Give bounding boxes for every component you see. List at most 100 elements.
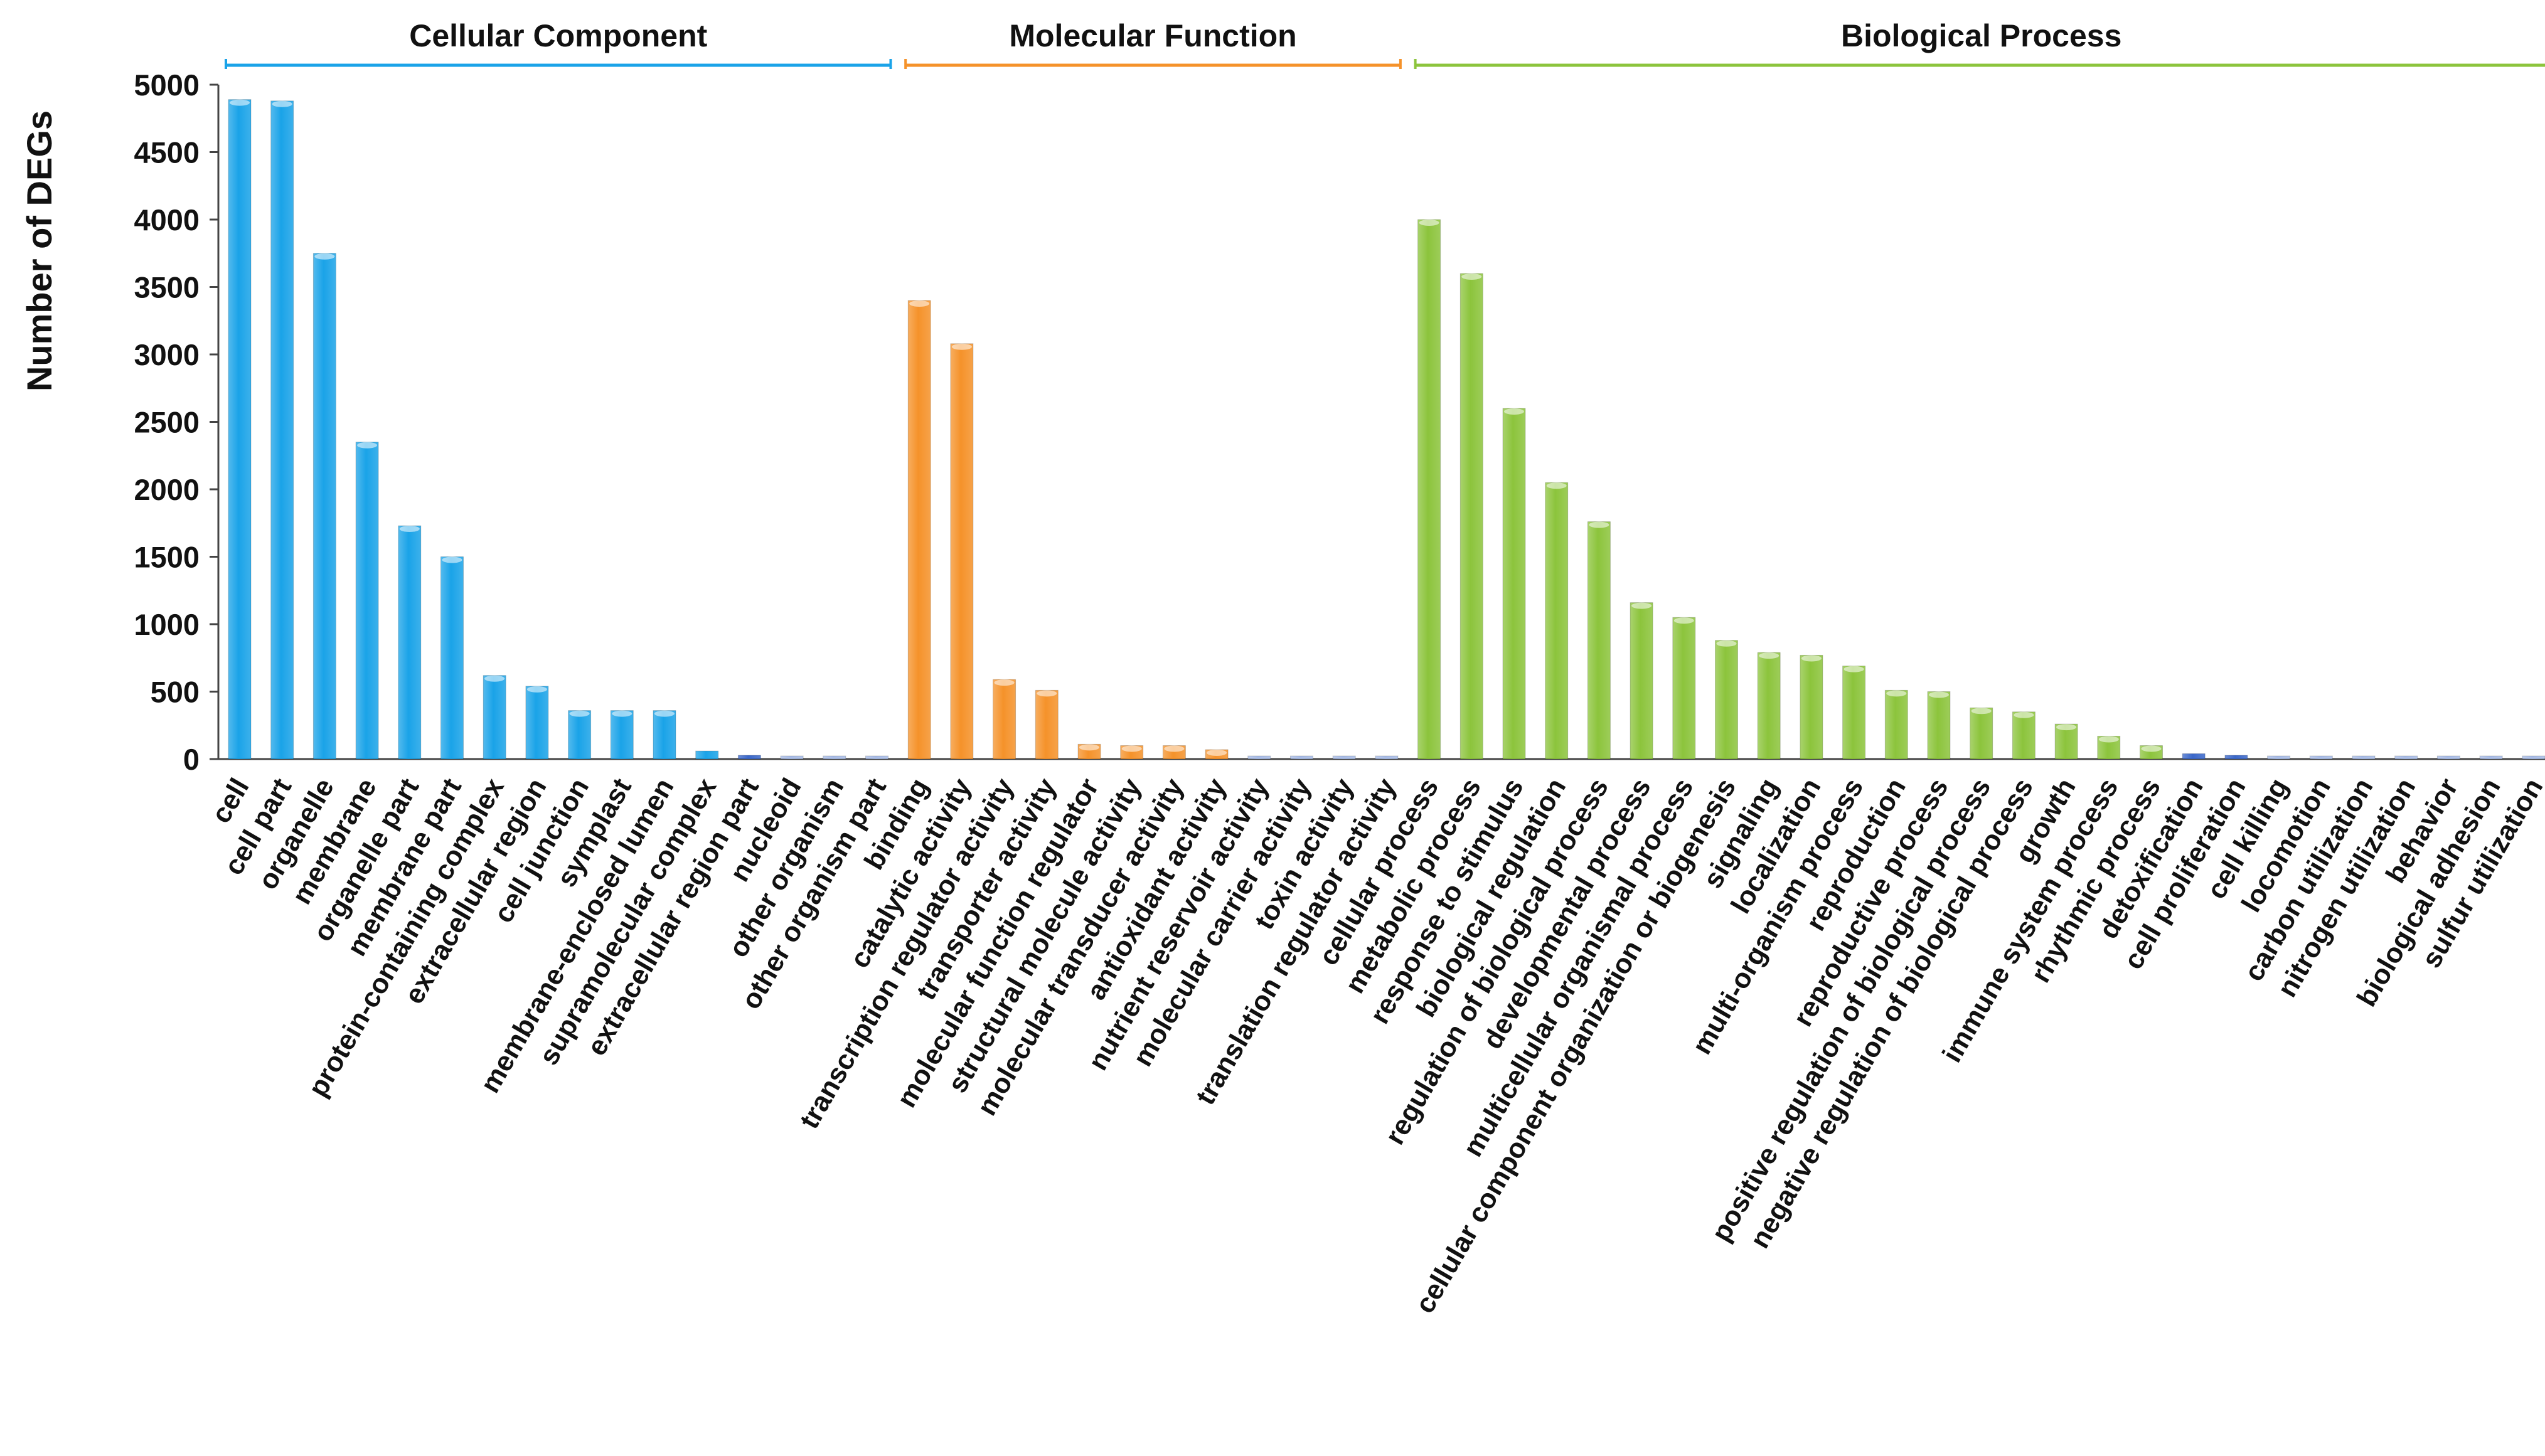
bar-supramolecular-complex [695,750,719,760]
bar-highlight [1929,691,1949,698]
bar-highlight [951,343,972,350]
bar-highlight [1801,655,1822,662]
group-title: Cellular Component [409,18,707,53]
bar-multicellular-organismal-process [1672,617,1696,760]
group-title: Biological Process [1841,18,2121,53]
bar-highlight [442,556,462,563]
bar-reproductive-process [1927,691,1951,760]
bar-highlight [1037,690,1057,697]
bar-extracellular-region-part [737,755,761,760]
bar-cellular-component-organization-or-biogenesis [1715,640,1738,760]
y-tick-label: 0 [183,743,200,776]
bar-transcription-regulator-activity [993,679,1016,760]
bar-response-to-stimulus [1502,408,1526,760]
bar-membrane [355,442,379,760]
bar-highlight [1716,640,1737,647]
bar-highlight [1461,274,1482,280]
y-tick-label: 2500 [134,406,200,439]
bar-highlight [272,100,292,107]
bar-binding [907,300,931,760]
bar-highlight [1673,617,1694,624]
bar-protein-containing-complex [483,675,506,760]
y-tick-label: 3500 [134,271,200,304]
bar-extracellular-region [525,686,549,760]
y-tick-label: 500 [151,676,200,709]
bar-highlight [1589,521,1609,528]
bar-highlight [654,710,675,717]
y-tick-label: 1500 [134,541,200,574]
bar-reproduction [1884,689,1908,760]
bar-highlight [399,526,420,533]
bar-highlight [357,442,378,449]
bar-molecular-carrier-activity [1290,755,1313,760]
bar-developmental-process [1630,602,1653,760]
bars [228,99,2545,760]
bar-organelle [312,253,336,760]
bar-carbon-utilization [2352,755,2376,760]
bar-highlight [1164,745,1185,752]
bar-highlight [314,253,335,260]
bar-highlight [2141,745,2162,752]
bar-highlight [526,686,547,693]
bar-cell-junction [568,710,592,760]
bar-cell-proliferation [2224,755,2248,760]
bar-translation-regulator-activity [1375,755,1399,760]
y-tick-label: 3000 [134,338,200,371]
bar-membrane-part [440,556,464,760]
bar-highlight [230,99,250,106]
bar-highlight [484,675,505,682]
bar-detoxification [2182,753,2206,760]
bar-other-organism [823,755,846,760]
bar-highlight [1546,482,1567,489]
y-tick-label: 4000 [134,203,200,236]
bar-biological-regulation [1545,482,1569,760]
bar-nitrogen-utilization [2394,755,2418,760]
bar-highlight [2098,736,2119,743]
bar-highlight [1419,220,1439,226]
bar-highlight [1843,666,1864,672]
bar-sulfur-utilization [2522,755,2545,760]
group-title: Molecular Function [1009,18,1296,53]
bar-nucleoid [780,755,804,760]
bar-organelle-part [398,525,422,760]
y-tick-label: 5000 [134,68,200,102]
bar-highlight [569,710,590,717]
bar-multi-organism-process [1842,666,1866,760]
bar-nutrient-reservoir-activity [1247,755,1271,760]
y-axis-label: Number of DEGs [19,110,59,391]
bar-localization [1800,654,1823,760]
group-brackets: Cellular Component Molecular Function Biol… [225,18,2545,69]
bar-highlight [2056,724,2077,731]
bar-highlight [1121,745,1142,752]
y-tick-label: 2000 [134,473,200,506]
bar-cell-killing [2267,755,2291,760]
bar-highlight [2014,711,2034,718]
y-tick-label: 1000 [134,608,200,641]
bar-highlight [909,300,930,307]
bar-negative-regulation-of-biological-process [2012,711,2035,760]
bar-metabolic-process [1459,273,1483,760]
bar-transporter-activity [1035,689,1059,760]
bar-highlight [1759,652,1779,659]
bar-biological-adhesion [2479,755,2503,760]
bar-signaling [1757,652,1781,760]
bar-behavior [2436,755,2460,760]
bar-highlight [612,710,632,717]
bar-regulation-of-biological-process [1587,521,1611,760]
bar-cell [228,99,252,760]
bar-highlight [1631,602,1652,609]
bar-highlight [1079,744,1099,751]
bar-positive-regulation-of-biological-process [1970,707,1993,760]
bar-toxin-activity [1332,755,1356,760]
bar-highlight [1886,690,1907,697]
bar-highlight [1207,749,1227,756]
bar-symplast [610,710,634,760]
bar-highlight [994,679,1015,686]
bar-growth [2054,723,2078,760]
bar-highlight [1504,408,1524,415]
bar-other-organism-part [865,755,888,760]
bar-membrane-enclosed-lumen [653,710,676,760]
